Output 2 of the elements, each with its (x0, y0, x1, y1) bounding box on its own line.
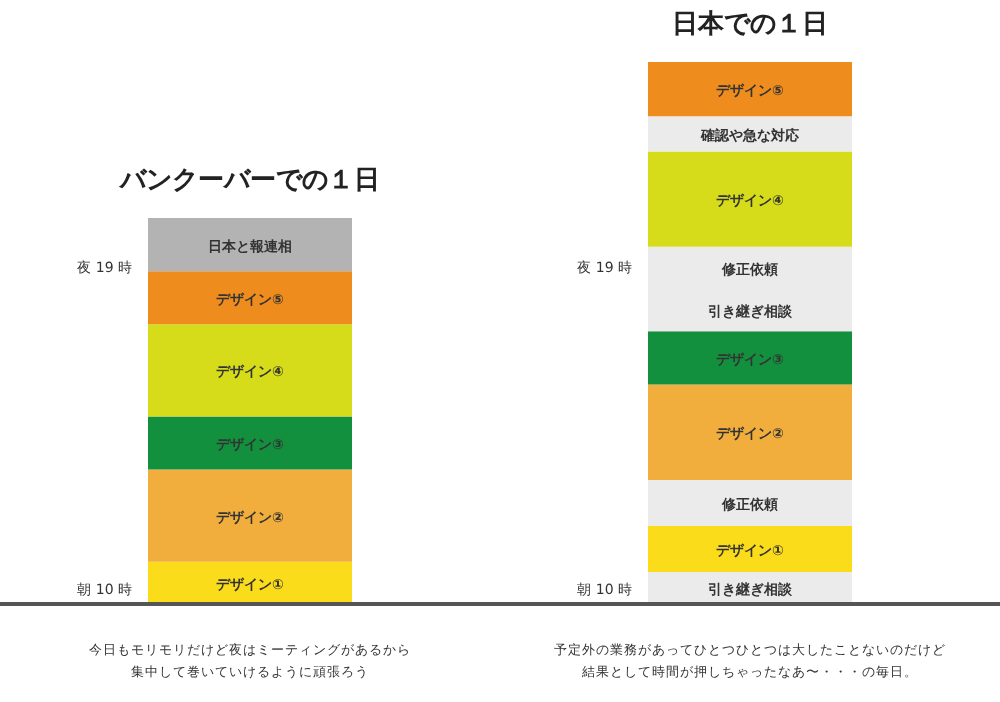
annotation: バンクーバーでの１日 (117, 164, 382, 199)
text: 日本での１日 (670, 8, 830, 42)
